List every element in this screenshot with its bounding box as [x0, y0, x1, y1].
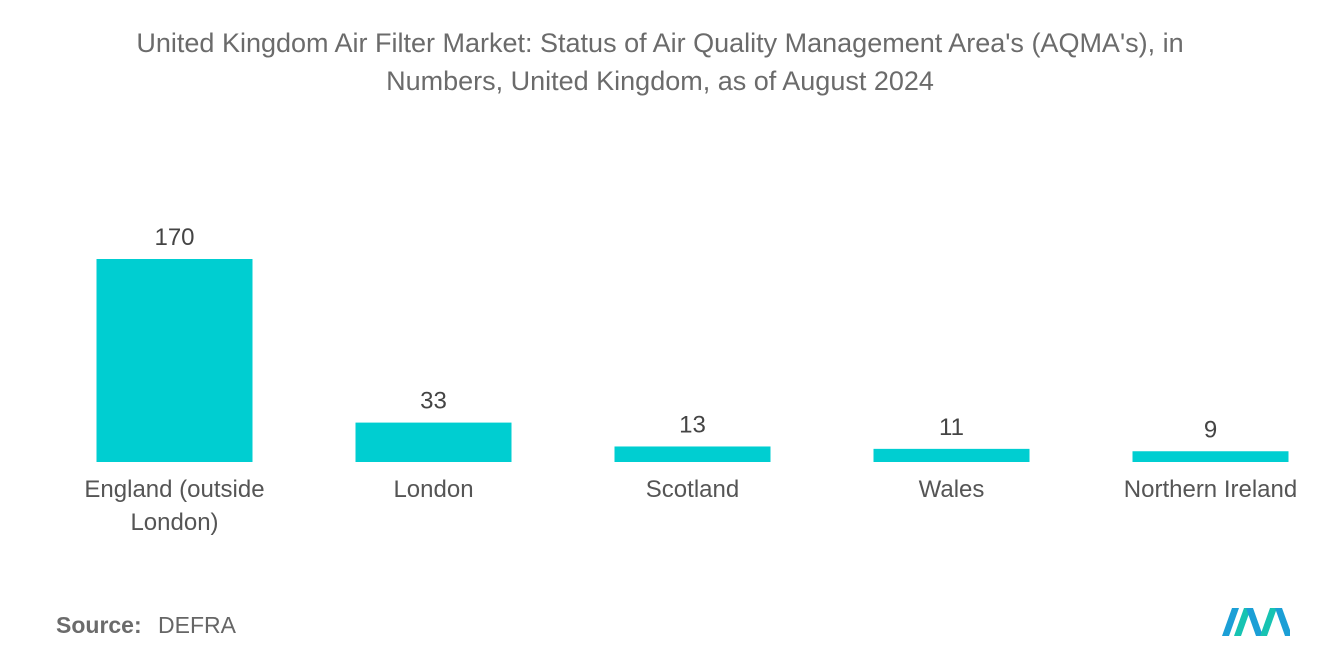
- category-label-2: Scotland: [646, 476, 739, 503]
- data-label-2: 13: [679, 411, 706, 438]
- source-value: DEFRA: [158, 612, 236, 638]
- data-label-0: 170: [154, 224, 194, 251]
- category-label-1: London: [393, 476, 473, 503]
- data-label-4: 9: [1204, 416, 1217, 443]
- mordor-intelligence-logo-icon: [1222, 608, 1290, 636]
- data-label-1: 33: [420, 388, 447, 415]
- data-label-3: 11: [939, 414, 964, 441]
- chart-title: United Kingdom Air Filter Market: Status…: [0, 24, 1320, 100]
- bar-4: [1132, 451, 1289, 462]
- source-note: Source: DEFRA: [56, 612, 236, 639]
- category-label-0-line-1: London): [130, 509, 218, 536]
- category-label-4: Northern Ireland: [1124, 476, 1297, 503]
- bar-0: [96, 259, 253, 462]
- category-label-3: Wales: [919, 476, 985, 503]
- chart-title-line-1: United Kingdom Air Filter Market: Status…: [136, 28, 1184, 58]
- category-label-0-line-0: England (outside: [84, 476, 264, 503]
- bar-3: [873, 448, 1030, 462]
- bar-1: [355, 422, 512, 462]
- chart-title-line-2: Numbers, United Kingdom, as of August 20…: [386, 66, 934, 96]
- bar-2: [614, 446, 771, 462]
- source-label: Source:: [56, 612, 142, 638]
